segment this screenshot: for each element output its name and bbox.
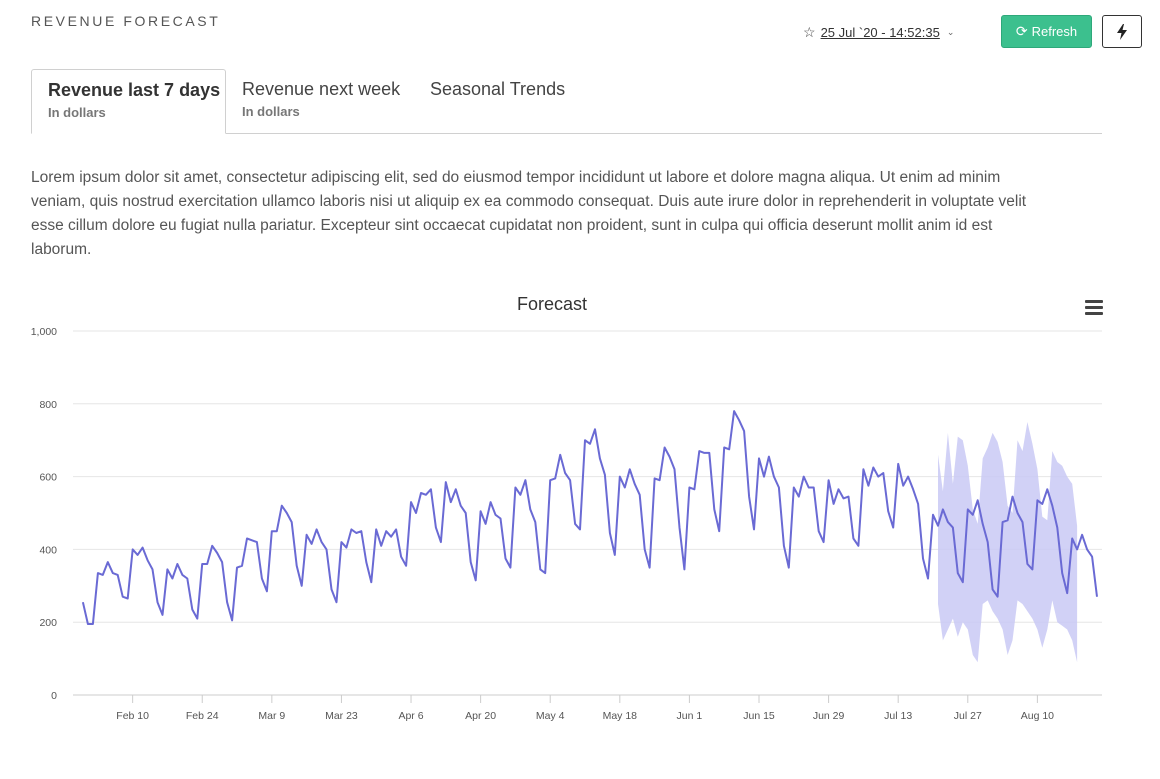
x-tick-label: Jun 15 [743, 710, 775, 722]
description-text: Lorem ipsum dolor sit amet, consectetur … [31, 169, 1027, 258]
page-title: REVENUE FORECAST [31, 13, 221, 29]
series-line [81, 410, 1098, 625]
refresh-icon: ⟳ [1015, 23, 1028, 39]
tab-sublabel: In dollars [48, 105, 106, 120]
x-tick-label: Mar 9 [258, 710, 285, 722]
refresh-button-label: Refresh [1031, 24, 1078, 39]
tab-label: Seasonal Trends [430, 79, 566, 99]
chart-title: Forecast [516, 294, 588, 314]
tab-seasonal-trends[interactable]: Seasonal Trends [414, 69, 584, 133]
x-tick-label: May 18 [603, 710, 638, 722]
tab-sublabel: In dollars [242, 104, 300, 119]
y-tick-label: 200 [39, 617, 57, 629]
star-icon[interactable]: ☆ [803, 23, 816, 40]
y-tick-label: 400 [39, 544, 57, 556]
x-tick-label: Feb 24 [186, 710, 219, 722]
tab-revenue-next-week[interactable]: Revenue next week In dollars [226, 69, 414, 133]
x-tick-label: Jun 29 [813, 710, 845, 722]
x-tick-label: Jun 1 [677, 710, 703, 722]
y-tick-label: 1,000 [31, 326, 57, 338]
chevron-down-icon: ⌄ [946, 26, 955, 37]
date-time-picker[interactable]: ☆ 25 Jul `20 - 14:52:35 ⌄ [803, 22, 954, 42]
date-time-value: 25 Jul `20 - 14:52:35 [820, 24, 940, 40]
bolt-button[interactable] [1102, 15, 1142, 48]
bolt-icon [1117, 23, 1127, 40]
tab-label: Revenue next week [242, 79, 401, 99]
y-tick-label: 0 [51, 690, 57, 702]
x-tick-label: Aug 10 [1021, 710, 1054, 722]
tab-label: Revenue last 7 days [48, 80, 221, 100]
x-tick-label: Apr 20 [465, 710, 496, 722]
x-tick-label: May 4 [536, 710, 565, 722]
x-tick-label: Mar 23 [325, 710, 358, 722]
x-tick-label: Jul 27 [954, 710, 982, 722]
hamburger-menu-icon[interactable] [1084, 298, 1104, 316]
x-tick-label: Jul 13 [884, 710, 912, 722]
tab-bar: Revenue last 7 days In dollars Revenue n… [31, 69, 1102, 134]
x-tick-label: Feb 10 [116, 710, 149, 722]
y-tick-label: 800 [39, 399, 57, 411]
x-tick-label: Apr 6 [398, 710, 423, 722]
y-tick-label: 600 [39, 472, 57, 484]
refresh-button[interactable]: ⟳ Refresh [1001, 15, 1092, 48]
forecast-band [938, 422, 1078, 663]
tab-revenue-last-7-days[interactable]: Revenue last 7 days In dollars [31, 69, 226, 134]
